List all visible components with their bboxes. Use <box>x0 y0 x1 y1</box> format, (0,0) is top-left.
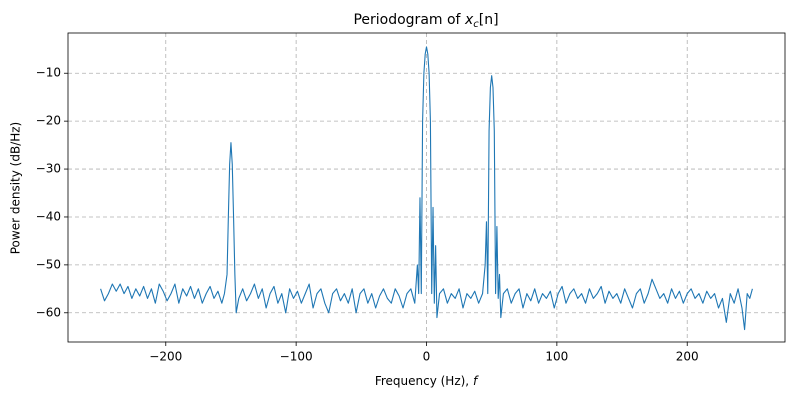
y-axis-label: Power density (dB/Hz) <box>9 122 23 255</box>
y-tick-label: −20 <box>36 114 61 128</box>
x-label-var: f <box>473 374 479 388</box>
y-tick-label: −50 <box>36 257 61 271</box>
x-tick-label: 0 <box>423 350 431 364</box>
x-axis-label: Frequency (Hz), f <box>375 374 479 388</box>
x-tick-label: −200 <box>149 350 182 364</box>
plot-frame <box>67 32 786 343</box>
y-tick-label: −30 <box>36 162 61 176</box>
y-tick-label: −10 <box>36 66 61 80</box>
title-text: Periodogram of <box>353 12 464 28</box>
x-tick-label: 200 <box>676 350 699 364</box>
x-label-text: Frequency (Hz), <box>375 374 473 388</box>
title-rest: [n] <box>479 12 499 28</box>
y-tick-label: −40 <box>36 209 61 223</box>
y-tick-label: −60 <box>36 305 61 319</box>
title-var: x <box>464 12 474 28</box>
chart-title: Periodogram of xc[n] <box>353 12 498 30</box>
line-series <box>100 46 753 331</box>
x-tick-label: 100 <box>545 350 568 364</box>
title-sub: c <box>473 19 479 30</box>
x-tick-label: −100 <box>280 350 313 364</box>
